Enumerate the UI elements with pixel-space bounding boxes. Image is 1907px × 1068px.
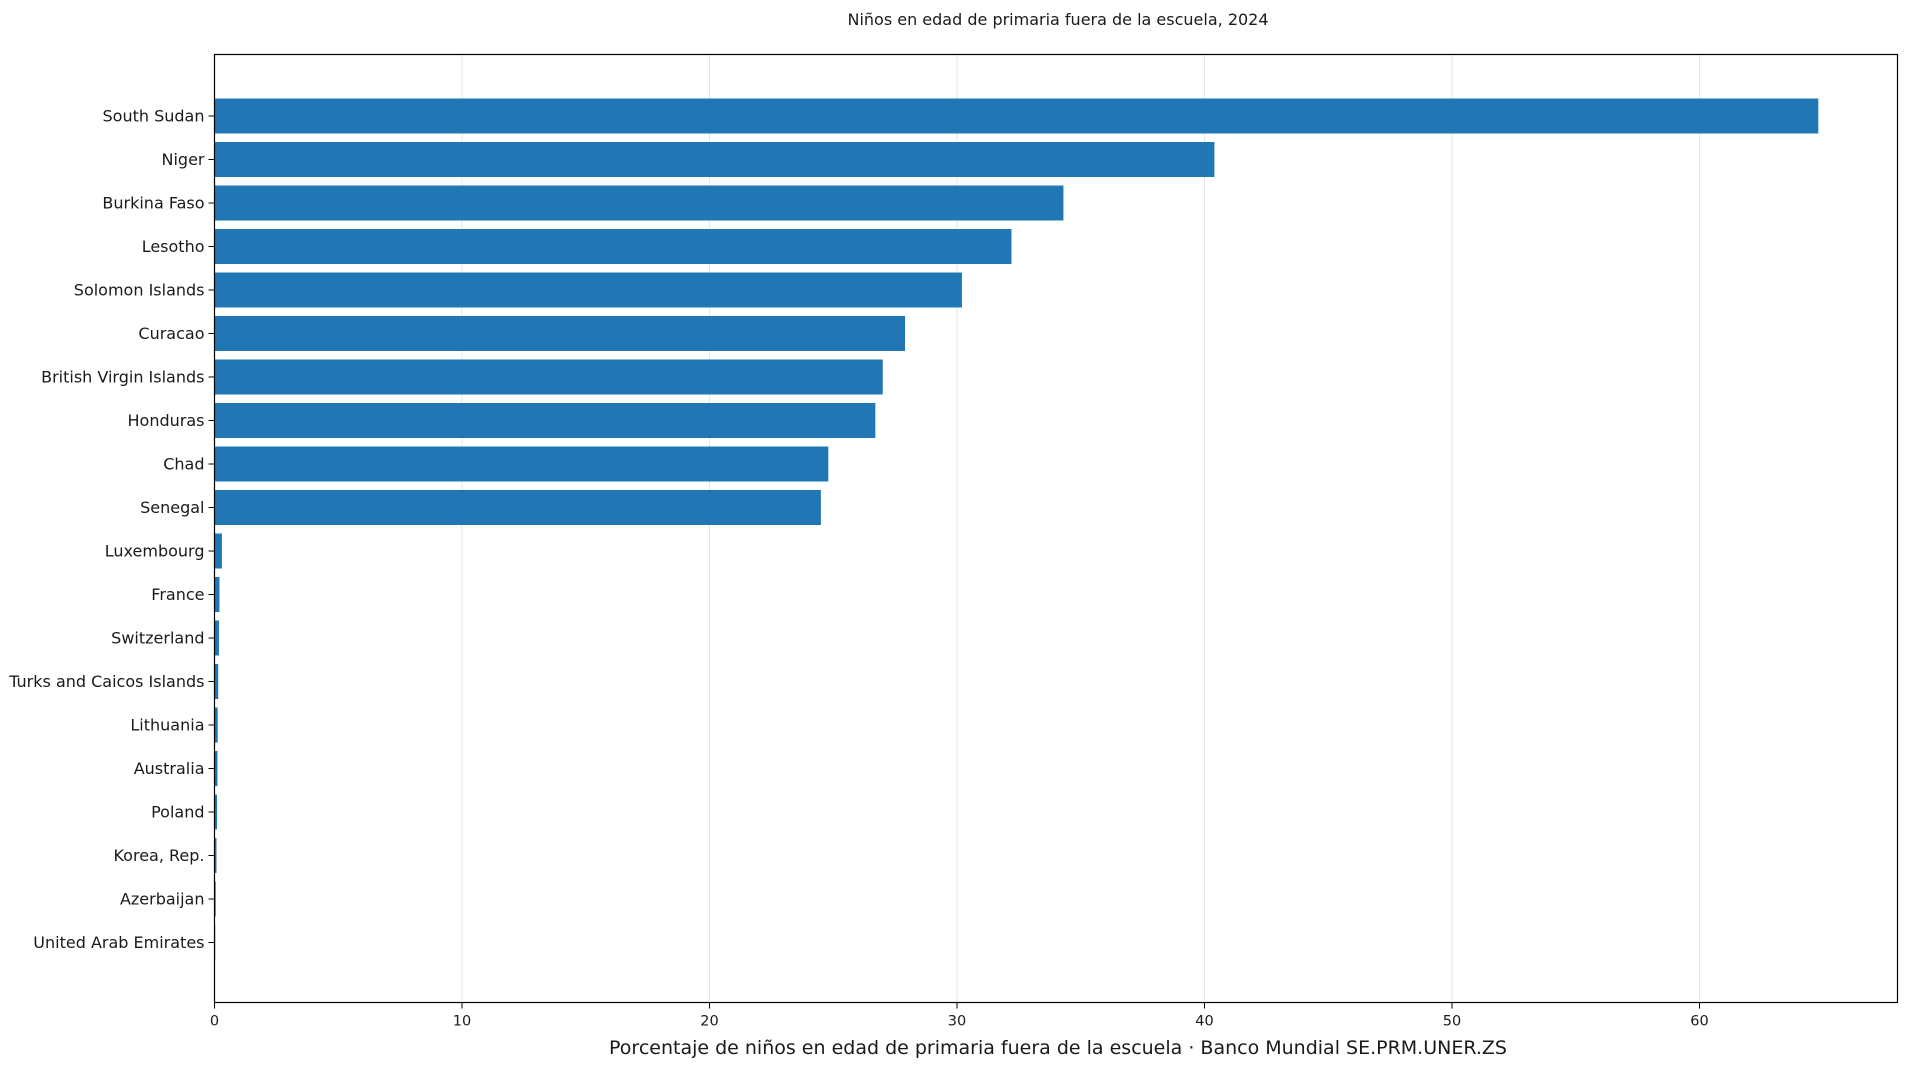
y-tick-label: Solomon Islands	[74, 281, 205, 300]
bar-switzerland	[214, 620, 219, 656]
bar-solomon-islands	[214, 272, 962, 308]
y-tick-label: Senegal	[140, 498, 204, 517]
x-tick-label: 0	[210, 1014, 219, 1030]
bar-azerbaijan	[214, 881, 216, 917]
y-tick-label: United Arab Emirates	[33, 933, 204, 952]
x-tick-label: 10	[453, 1014, 471, 1030]
y-tick-label: Burkina Faso	[102, 194, 204, 213]
bar-lithuania	[214, 707, 218, 743]
y-tick-label: Luxembourg	[105, 542, 205, 561]
y-tick-label: Australia	[134, 759, 205, 778]
y-tick-label: Korea, Rep.	[113, 846, 204, 865]
x-axis: 0 10 20 30 40 50 60	[210, 1002, 1709, 1030]
y-tick-label: Chad	[163, 455, 204, 474]
x-tick-label: 50	[1443, 1014, 1461, 1030]
y-tick-label: Azerbaijan	[120, 890, 205, 909]
y-tick-label: Lesotho	[142, 237, 205, 256]
bar-lesotho	[214, 229, 1012, 264]
bar-burkina-faso	[214, 185, 1064, 221]
x-axis-label: Porcentaje de niños en edad de primaria …	[609, 1037, 1507, 1059]
y-tick-label: France	[151, 585, 204, 604]
bar-france	[214, 577, 220, 612]
bar-honduras	[214, 403, 876, 438]
bar-korea-rep	[214, 838, 217, 873]
bar-niger	[214, 142, 1215, 177]
plot-frame	[213, 53, 1899, 1004]
y-tick-label: South Sudan	[103, 107, 205, 126]
y-axis: South Sudan Niger Burkina Faso Lesotho Solom…	[8, 107, 215, 952]
y-tick-label: Lithuania	[130, 716, 204, 735]
bars	[214, 98, 1819, 960]
bar-south-sudan	[214, 98, 1819, 134]
y-tick-label: Switzerland	[111, 629, 204, 648]
x-tick-label: 60	[1690, 1014, 1708, 1030]
bar-turks-and-caicos-islands	[214, 664, 219, 699]
bar-poland	[214, 794, 217, 830]
bar-curacao	[214, 316, 906, 351]
bar-chad	[214, 446, 829, 482]
y-tick-label: Turks and Caicos Islands	[8, 672, 204, 691]
x-tick-label: 20	[700, 1014, 718, 1030]
x-tick-label: 40	[1195, 1014, 1213, 1030]
bar-senegal	[214, 490, 821, 525]
y-tick-label: Honduras	[128, 411, 205, 430]
y-tick-label: British Virgin Islands	[41, 368, 204, 387]
chart-title: Niños en edad de primaria fuera de la es…	[847, 10, 1268, 29]
y-tick-label: Niger	[162, 150, 205, 169]
bar-australia	[214, 751, 218, 786]
x-tick-label: 30	[948, 1014, 966, 1030]
y-tick-label: Curacao	[138, 324, 204, 343]
y-tick-label: Poland	[151, 803, 204, 822]
bar-luxembourg	[214, 533, 222, 569]
bar-british-virgin-islands	[214, 359, 883, 395]
